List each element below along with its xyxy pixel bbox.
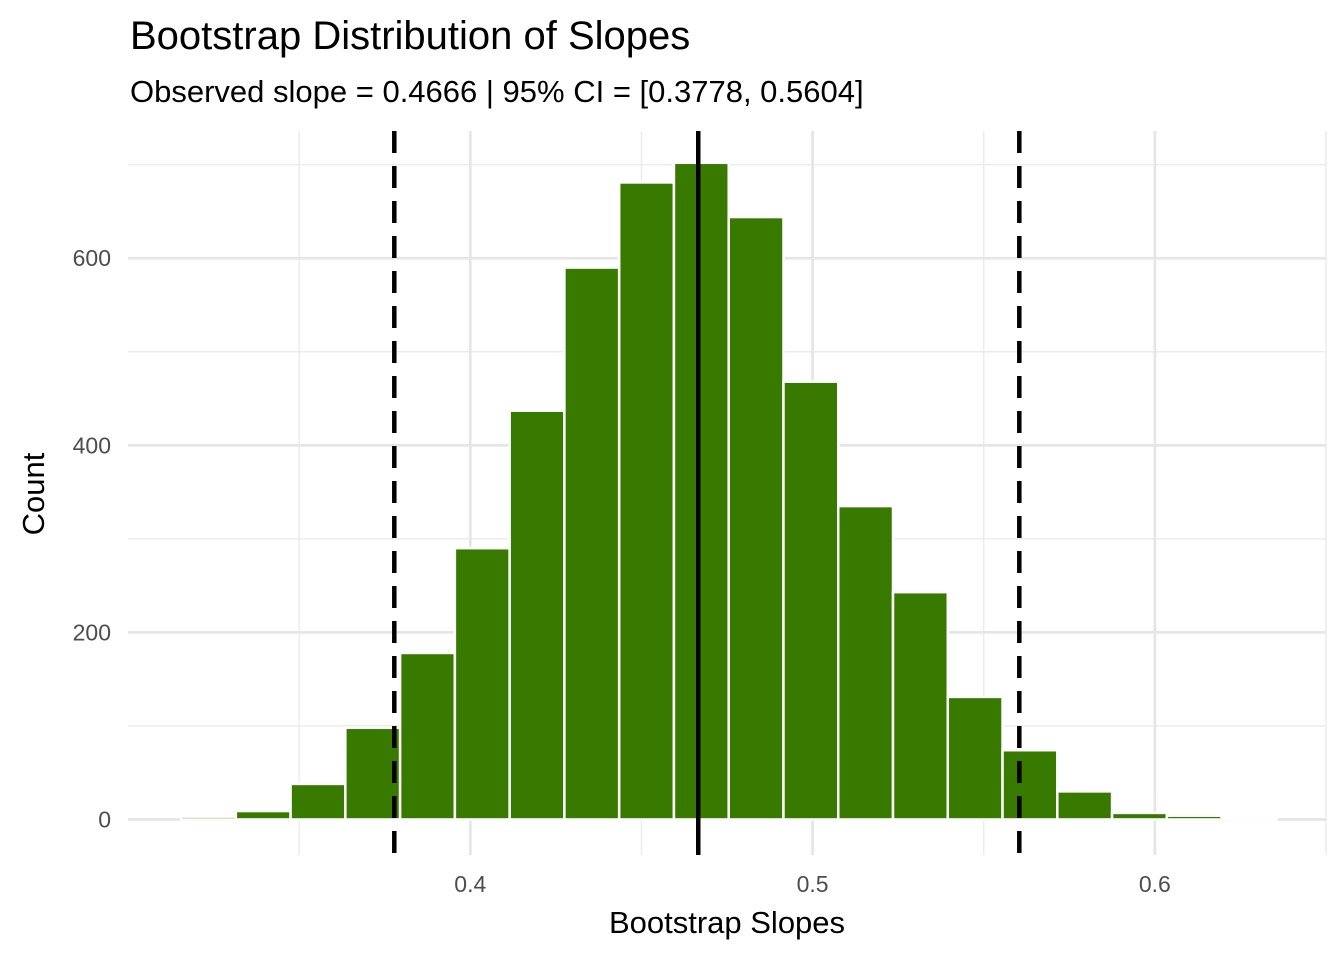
histogram-bar xyxy=(1001,748,1059,821)
y-tick-label: 600 xyxy=(73,245,111,271)
histogram-bar xyxy=(179,815,238,821)
y-tick-label: 200 xyxy=(73,619,111,645)
histogram-bar xyxy=(344,726,402,821)
histogram-bar xyxy=(453,546,511,821)
x-tick-label: 0.5 xyxy=(797,871,829,897)
histogram-bar xyxy=(727,215,785,821)
histogram-bar xyxy=(398,651,457,821)
histogram-bar xyxy=(946,695,1004,821)
y-axis-ticks: 0 200 400 600 xyxy=(73,245,111,832)
histogram-bar xyxy=(836,504,895,821)
histogram-bar xyxy=(1056,790,1114,821)
histogram-bar xyxy=(782,380,840,821)
histogram-bar xyxy=(617,181,676,821)
histogram-bar xyxy=(508,409,566,821)
histogram-bar xyxy=(289,782,347,821)
histogram-bar xyxy=(1165,814,1223,821)
x-axis-ticks: 0.4 0.5 0.6 xyxy=(454,871,1171,897)
y-axis-title: Count xyxy=(16,452,51,535)
y-tick-label: 400 xyxy=(73,432,111,458)
histogram-bars xyxy=(179,161,1278,821)
histogram-bar xyxy=(563,266,621,821)
histogram-bar xyxy=(1220,817,1278,821)
x-tick-label: 0.4 xyxy=(454,871,486,897)
y-tick-label: 0 xyxy=(98,806,111,832)
chart-title: Bootstrap Distribution of Slopes xyxy=(130,14,691,58)
histogram-bar xyxy=(672,161,730,821)
histogram-bar xyxy=(234,809,292,821)
reference-lines xyxy=(392,131,1022,855)
histogram-bar xyxy=(1110,811,1169,821)
x-axis-title: Bootstrap Slopes xyxy=(609,905,845,940)
x-tick-label: 0.6 xyxy=(1139,871,1171,897)
histogram-bar xyxy=(891,590,950,821)
chart-subtitle: Observed slope = 0.4666 | 95% CI = [0.37… xyxy=(130,74,864,109)
